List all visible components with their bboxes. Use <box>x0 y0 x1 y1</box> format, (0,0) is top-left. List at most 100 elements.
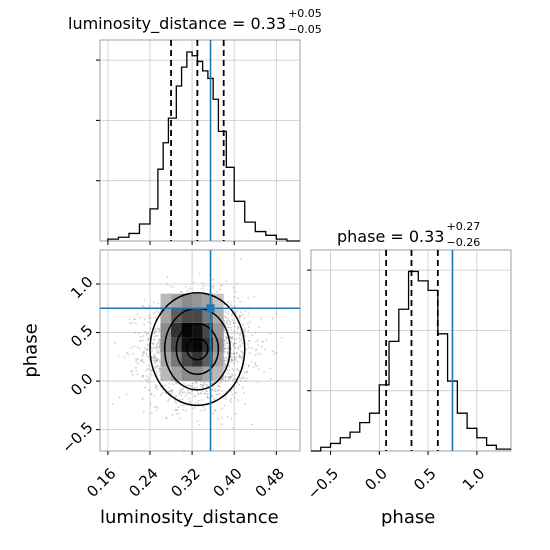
sample-point <box>211 389 214 391</box>
sample-point <box>225 359 227 362</box>
sample-point <box>114 341 116 344</box>
density-cell <box>192 293 203 309</box>
sample-point <box>248 320 251 323</box>
sample-point <box>153 335 156 338</box>
sample-point <box>230 358 233 361</box>
sample-point <box>247 365 250 368</box>
sample-point <box>155 334 158 337</box>
sample-point <box>156 388 159 391</box>
sample-point <box>259 353 262 356</box>
sample-point <box>164 384 167 387</box>
sample-point <box>152 359 155 362</box>
sample-point <box>199 392 202 394</box>
histogram-step <box>311 270 511 452</box>
sample-point <box>135 360 138 363</box>
density-cell <box>181 366 193 382</box>
sample-point <box>235 352 238 355</box>
sample-point <box>245 348 248 351</box>
sample-point <box>212 412 214 415</box>
density-cell <box>160 308 172 323</box>
sample-point <box>225 316 227 319</box>
sample-point <box>230 401 232 404</box>
sample-point <box>150 393 153 395</box>
sample-point <box>241 339 244 342</box>
sample-point <box>142 335 145 337</box>
sample-point <box>191 385 194 388</box>
sample-point <box>168 382 171 385</box>
sample-point <box>166 282 169 285</box>
sample-point <box>150 412 153 414</box>
sample-point <box>227 323 230 326</box>
sample-point <box>233 378 236 381</box>
phase-y-axis-label: phase <box>20 323 42 378</box>
phase-title-text: phase = 0.33 <box>337 227 445 246</box>
sample-point <box>154 346 157 349</box>
sample-point <box>233 362 235 365</box>
sample-point <box>199 383 202 386</box>
sample-point <box>153 311 156 314</box>
sample-point <box>238 370 240 373</box>
sample-point <box>269 377 272 380</box>
sample-point <box>239 300 242 303</box>
sample-point <box>229 390 232 393</box>
sample-point <box>179 389 182 391</box>
sample-point <box>224 380 227 382</box>
sample-point <box>147 356 150 358</box>
sample-point <box>247 297 250 299</box>
sample-point <box>257 368 260 370</box>
sample-point <box>158 346 161 349</box>
sample-point <box>161 392 164 395</box>
sample-point <box>147 379 149 381</box>
sample-point <box>271 317 274 320</box>
sample-point <box>235 338 238 341</box>
sample-point <box>200 399 203 401</box>
sample-point <box>143 299 146 302</box>
sample-point <box>269 332 272 335</box>
sample-point <box>233 355 235 358</box>
sample-point <box>136 373 139 376</box>
density-cell <box>181 322 193 338</box>
sample-point <box>233 346 236 349</box>
sample-point <box>155 385 158 388</box>
sample-point <box>248 340 251 342</box>
sample-point <box>156 327 159 330</box>
sample-point <box>152 343 155 346</box>
sample-point <box>227 347 230 350</box>
sample-point <box>150 373 153 376</box>
x-tick-label: 1.0 <box>459 464 489 494</box>
sample-point <box>226 416 229 418</box>
sample-point <box>150 355 153 358</box>
sample-point <box>197 399 200 402</box>
sample-point <box>205 390 208 393</box>
sample-point <box>214 388 217 390</box>
sample-point <box>141 376 144 378</box>
density-cell <box>181 337 193 352</box>
sample-point <box>226 342 228 345</box>
sample-point <box>117 354 120 357</box>
sample-point <box>231 318 234 321</box>
sample-point <box>201 380 204 383</box>
sample-point <box>158 345 161 348</box>
sample-point <box>111 403 114 406</box>
density-contour <box>175 323 220 376</box>
density-cell <box>160 337 172 352</box>
density-contour <box>149 291 246 407</box>
sample-point <box>131 373 134 376</box>
sample-point <box>226 369 229 372</box>
sample-point <box>198 272 201 275</box>
sample-point <box>168 398 171 401</box>
sample-point <box>125 393 128 396</box>
sample-point <box>231 379 234 382</box>
sample-point <box>211 382 214 384</box>
sample-point <box>148 364 150 367</box>
sample-point <box>144 331 146 333</box>
sample-point <box>150 322 152 325</box>
sample-point <box>233 369 235 372</box>
sample-point <box>141 353 144 356</box>
sample-point <box>204 383 207 386</box>
sample-point <box>223 319 226 322</box>
sample-point <box>224 396 227 398</box>
sample-point <box>218 288 221 291</box>
sample-point <box>227 313 230 315</box>
sample-point <box>233 353 235 356</box>
